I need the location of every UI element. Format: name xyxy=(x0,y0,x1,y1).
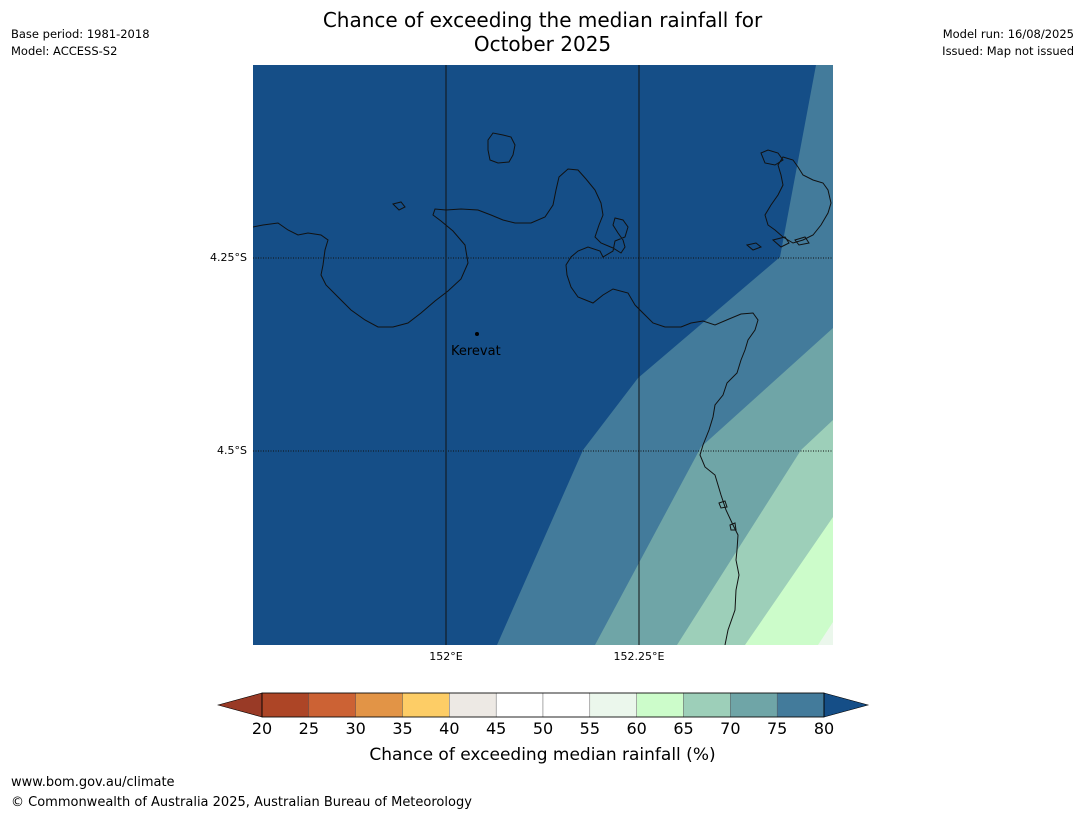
colorbar-segments xyxy=(261,692,825,718)
colorbar-segment xyxy=(589,692,637,718)
map-title-line1: Chance of exceeding the median rainfall … xyxy=(322,8,763,32)
lon-label-152: 152°E xyxy=(429,650,463,663)
islet-3 xyxy=(745,242,762,251)
zone-55-60 xyxy=(818,622,833,645)
colorbar-tick-label: 80 xyxy=(813,719,835,738)
colorbar-segment xyxy=(308,692,356,718)
footer-url[interactable]: www.bom.gov.au/climate xyxy=(11,775,175,790)
kerevat-marker xyxy=(475,332,479,336)
colorbar-segment xyxy=(449,692,497,718)
colorbar-tick-label: 30 xyxy=(345,719,366,738)
model-run: Model run: 16/08/2025 xyxy=(942,27,1074,41)
model-name: Model: ACCESS-S2 xyxy=(11,44,118,58)
lon-label-152-25: 152.25°E xyxy=(613,650,665,663)
colorbar-title: Chance of exceeding median rainfall (%) xyxy=(369,745,716,765)
lat-label-4-5: 4.5°S xyxy=(217,444,247,457)
colorbar-tick-label: 50 xyxy=(532,719,554,738)
colorbar-tick-label: 75 xyxy=(766,719,788,738)
colorbar-segment xyxy=(495,692,544,718)
colorbar-tick-label: 40 xyxy=(439,719,460,738)
islet-6 xyxy=(718,500,728,509)
colorbar-tick-label: 65 xyxy=(673,719,694,738)
colorbar-segment xyxy=(636,692,684,718)
colorbar-segment xyxy=(402,692,450,718)
colorbar-segment xyxy=(355,692,403,718)
colorbar-segment xyxy=(730,692,778,718)
colorbar-tick-label: 70 xyxy=(720,719,741,738)
colorbar-tick-label: 60 xyxy=(626,719,647,738)
island-north xyxy=(487,132,516,164)
colorbar-tick-label: 25 xyxy=(298,719,320,738)
issued-status: Issued: Map not issued xyxy=(942,44,1074,58)
colorbar-tick-label: 20 xyxy=(251,719,273,738)
colorbar-tick-label: 55 xyxy=(579,719,601,738)
island-northeast xyxy=(764,156,832,244)
meta-right: Model run: 16/08/2025 Issued: Map not is… xyxy=(942,26,1074,60)
colorbar-segment xyxy=(261,692,310,718)
colorbar-low-extension xyxy=(217,692,263,718)
base-period: Base period: 1981-2018 xyxy=(11,27,150,41)
islet-2 xyxy=(760,149,784,166)
zone-60-65 xyxy=(745,517,833,645)
colorbar-segment xyxy=(776,692,825,718)
coastline xyxy=(253,132,832,645)
colorbar-frame xyxy=(261,692,825,718)
map-title-line2: October 2025 xyxy=(473,32,612,56)
coastline-new-britain xyxy=(253,168,759,645)
meta-left: Base period: 1981-2018 Model: ACCESS-S2 xyxy=(11,26,150,60)
graticule xyxy=(253,65,833,645)
islet-5 xyxy=(794,236,810,246)
footer-copyright: © Commonwealth of Australia 2025, Austra… xyxy=(11,795,472,810)
colorbar-tick-label: 35 xyxy=(392,719,413,738)
islet-7 xyxy=(729,522,737,531)
lat-label-4-25: 4.25°S xyxy=(210,251,247,264)
colorbar xyxy=(217,692,870,718)
kerevat-label: Kerevat xyxy=(451,344,501,359)
colorbar-segment xyxy=(683,692,731,718)
colorbar-segment xyxy=(542,692,591,718)
colorbar-tick-label: 45 xyxy=(485,719,507,738)
islet-4 xyxy=(771,236,790,248)
islet-1 xyxy=(392,201,406,211)
colorbar-high-extension xyxy=(823,692,870,718)
forecast-map: Kerevat xyxy=(253,65,833,645)
